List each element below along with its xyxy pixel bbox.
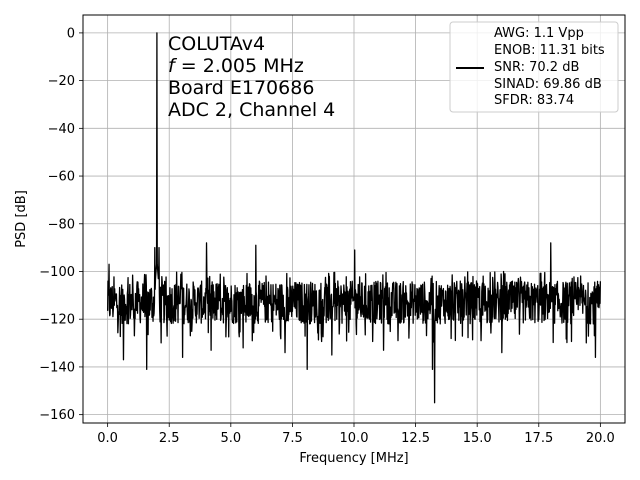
legend-entry-sinad: SINAD: 69.86 dB — [494, 77, 602, 92]
legend-entry-enob: ENOB: 11.31 bits — [494, 43, 605, 58]
annotation-frequency-symbol: f — [168, 55, 178, 77]
annotation-channel: ADC 2, Channel 4 — [168, 99, 335, 121]
legend-box — [449, 21, 619, 113]
annotation-board: Board E170686 — [168, 77, 314, 99]
annotation-block: COLUTAv4 f = 2.005 MHz Board E170686 ADC… — [168, 33, 335, 121]
legend: AWG: 1.1 Vpp ENOB: 11.31 bits SNR: 70.2 … — [449, 21, 619, 113]
x-tick-label: 7.5 — [282, 431, 303, 446]
x-tick-label: 0.0 — [97, 431, 118, 446]
x-tick-label: 10.0 — [340, 431, 369, 446]
x-ticks: 0.0 2.5 5.0 7.5 10.0 12.5 15.0 17.5 20.0 — [97, 423, 615, 446]
y-tick-label: −80 — [48, 217, 75, 232]
y-tick-label: −40 — [48, 122, 75, 137]
annotation-device: COLUTAv4 — [168, 33, 265, 55]
legend-entry-sfdr: SFDR: 83.74 — [494, 93, 574, 108]
x-tick-label: 15.0 — [463, 431, 492, 446]
annotation-frequency-value: = 2.005 MHz — [175, 55, 304, 77]
legend-entry-awg: AWG: 1.1 Vpp — [494, 26, 584, 41]
y-tick-label: −100 — [39, 265, 75, 280]
y-tick-label: 0 — [67, 26, 75, 41]
y-tick-label: −140 — [39, 360, 75, 375]
x-axis-label: Frequency [MHz] — [299, 451, 408, 466]
y-ticks: 0 −20 −40 −60 −80 −100 −120 −140 −160 — [39, 26, 83, 423]
y-axis-label: PSD [dB] — [14, 190, 29, 248]
x-tick-label: 2.5 — [159, 431, 180, 446]
legend-entry-snr: SNR: 70.2 dB — [494, 60, 579, 75]
x-tick-label: 5.0 — [220, 431, 241, 446]
x-tick-label: 20.0 — [586, 431, 615, 446]
psd-series-line — [106, 32, 602, 404]
annotation-frequency: f = 2.005 MHz — [168, 55, 304, 77]
y-tick-label: −120 — [39, 313, 75, 328]
y-tick-label: −20 — [48, 74, 75, 89]
series-layer — [106, 32, 602, 404]
y-tick-label: −160 — [39, 408, 75, 423]
y-tick-label: −60 — [48, 170, 75, 185]
x-tick-label: 12.5 — [401, 431, 430, 446]
x-tick-label: 17.5 — [524, 431, 553, 446]
